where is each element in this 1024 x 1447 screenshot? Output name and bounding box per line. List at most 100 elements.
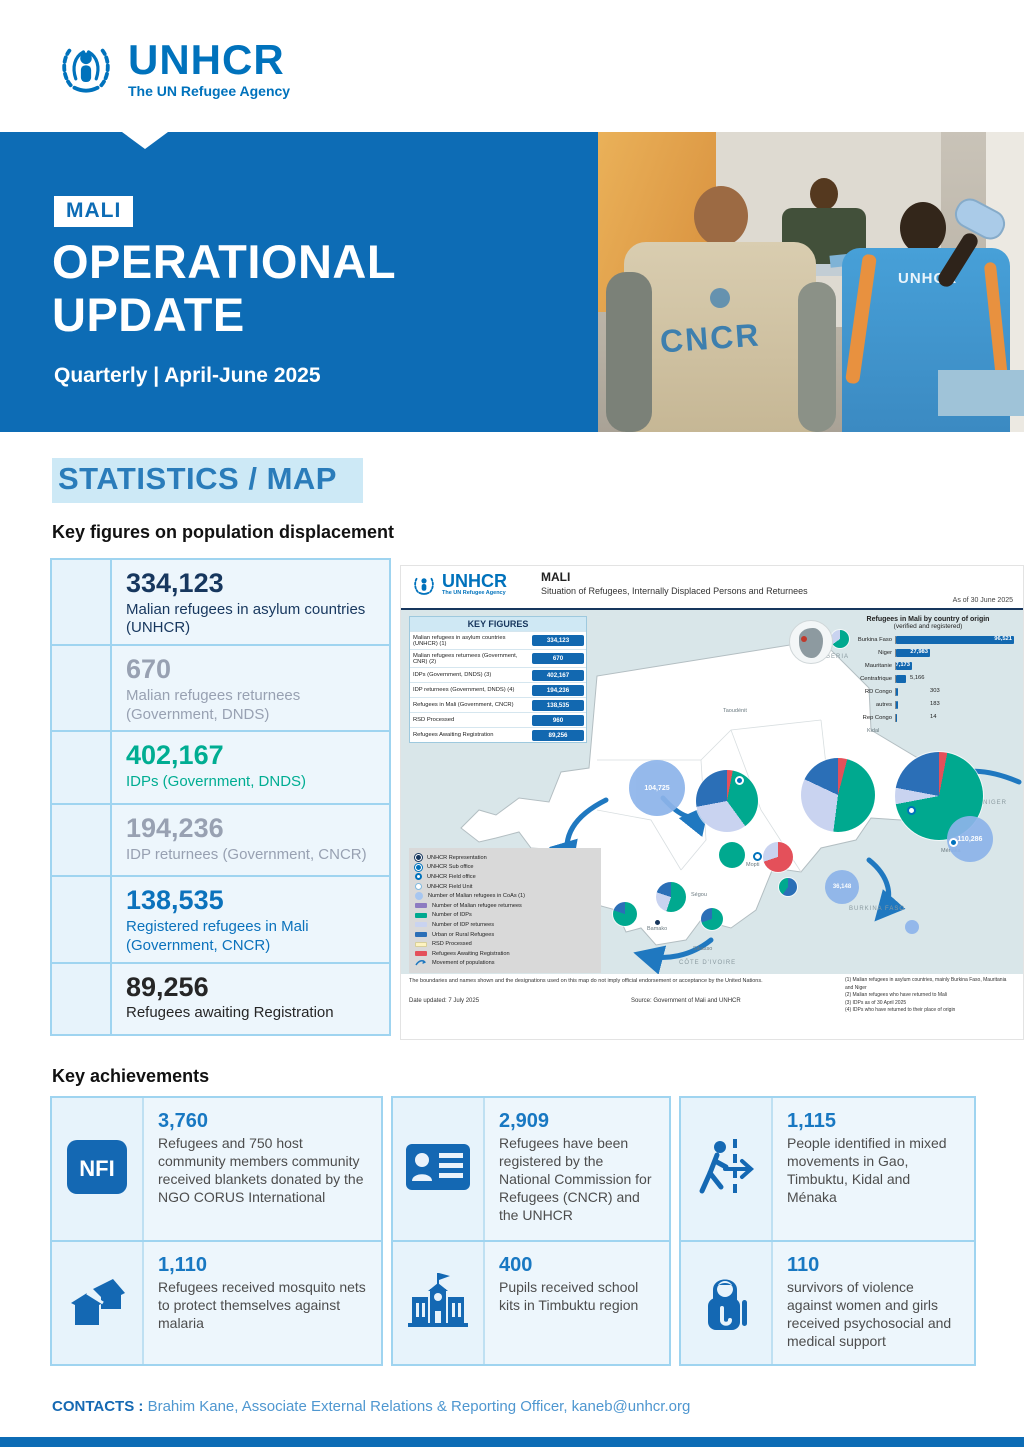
map-kf-value: 194,236 [532, 684, 584, 696]
field-unit-marker-icon [415, 883, 422, 891]
figure-label: Malian refugees returnees (Government, D… [126, 686, 301, 723]
returnees-swatch [415, 903, 427, 909]
bubble-value: 36,148 [832, 884, 852, 890]
origin-label: autres [875, 701, 892, 708]
pie-chart-koulikoro [656, 882, 686, 912]
figure-label: Malian refugees in asylum countries (UNH… [126, 600, 366, 637]
africa-globe-icon [789, 620, 833, 664]
row-icon-cell [52, 560, 112, 645]
table-row: 89,256 Refugees awaiting Registration [52, 963, 389, 1035]
map-logo-wordmark: UNHCR [442, 571, 507, 591]
pie-chart-small [779, 878, 797, 896]
achievement-card-registration: 2,909 Refugees have been registered by t… [391, 1096, 671, 1240]
map-date-updated: Date updated: 7 July 2025 [409, 998, 480, 1004]
region-label: Kidal [867, 728, 880, 734]
figure-value: 89,256 [126, 971, 209, 1002]
pie-chart-segou [719, 842, 745, 868]
awaiting-registration-swatch [415, 951, 427, 957]
region-label: Bamako [647, 926, 668, 932]
contacts-text: Brahim Kane, Associate External Relation… [147, 1398, 572, 1415]
country-label: CÔTE D'IVOIRE [679, 960, 737, 966]
map-as-of-date: As of 30 June 2025 [952, 597, 1013, 604]
table-row: 402,167 IDPs (Government, DNDS) [52, 732, 389, 805]
map-kf-value: 334,123 [532, 635, 584, 646]
report-title-line2: UPDATE [52, 287, 245, 341]
banner-notch [122, 132, 168, 149]
map-unhcr-logo: UNHCR The UN Refugee Agency [411, 571, 507, 597]
achievement-value: 110 [787, 1254, 820, 1276]
achievement-card-mixed-movements: 1,115 People identified in mixed movemen… [679, 1096, 976, 1240]
field-office-marker-icon [415, 873, 422, 881]
achievement-value: 400 [499, 1254, 533, 1276]
achievements-grid: NFI 3,760 Refugees and 750 host communit… [50, 1096, 976, 1366]
legend-label: Number of IDPs [432, 912, 472, 919]
banner-photo: CNCR UNHCR [598, 132, 1024, 432]
map-footnote: (2) Malian refugees who have returned to… [845, 992, 947, 998]
achievement-text: Pupils received school kits in Timbuktu … [499, 1279, 639, 1313]
legend-label: Movement of populations [432, 960, 495, 967]
contact-email-link[interactable]: kaneb@unhcr.org [571, 1398, 691, 1415]
figure-label: Registered refugees in Mali (Government,… [126, 918, 309, 954]
legend-label: Number of Malian refugees in CoAs (1) [428, 893, 526, 900]
office-marker-icon [735, 776, 744, 785]
map-kf-value: 670 [532, 653, 584, 664]
map-kf-value: 89,256 [532, 729, 584, 741]
map-disclaimer: The boundaries and names shown and the d… [409, 978, 763, 984]
map-footnote: (3) IDPs as of 30 April 2025 [845, 999, 907, 1006]
map-footnote: (1) Malian refugees in asylum countries,… [845, 977, 1007, 991]
shelter-houses-icon [67, 1273, 127, 1334]
nfi-icon: NFI [66, 1139, 128, 1200]
key-figures-heading: Key figures on population displacement [52, 522, 395, 542]
pie-chart-taoudenit [831, 630, 849, 648]
country-badge: MALI [54, 196, 134, 227]
photo-person-left-vest [624, 242, 816, 432]
achievements-heading: Key achievements [52, 1066, 210, 1086]
office-marker-icon [653, 918, 662, 927]
figure-label: IDPs (Government, DNDS) [126, 773, 307, 791]
map-footnote: (4) IDPs who have returned to their plac… [845, 1007, 956, 1013]
office-marker-icon [907, 806, 916, 815]
row-icon-cell [52, 877, 112, 962]
achievement-card-mosquito-nets: 1,110 Refugees received mosquito nets to… [50, 1240, 383, 1366]
legend-label: Refugees Awaiting Registration [432, 950, 510, 957]
pie-chart-kita [613, 902, 637, 926]
origin-label: Mauritanie [864, 662, 892, 669]
photo-cncr-vest-text: CNCR [658, 316, 762, 360]
origin-value: 96,521 [994, 636, 1012, 642]
map-kf-value: 960 [532, 714, 584, 726]
origin-bar-chart: Refugees in Mali by country of origin (v… [837, 616, 1019, 724]
legend-label: UNHCR Field Unit [427, 883, 473, 890]
map-kf-label: RSD Processed [413, 717, 455, 723]
unhcr-logo: UNHCR The UN Refugee Agency [54, 34, 290, 103]
map-legend: UNHCR Representation UNHCR Sub office UN… [409, 848, 601, 974]
figure-value: 670 [126, 654, 172, 685]
contacts-line: CONTACTS : Brahim Kane, Associate Extern… [52, 1398, 690, 1415]
country-label: NIGER [983, 800, 1008, 806]
idp-returnees-swatch [415, 922, 427, 928]
figure-value: 138,535 [126, 885, 224, 916]
origin-label: Burkina Faso [857, 636, 892, 643]
mixed-movement-icon [695, 1137, 757, 1202]
contacts-label: CONTACTS : [52, 1398, 144, 1415]
map-title: MALI [541, 570, 571, 584]
table-row: 138,535 Registered refugees in Mali (Gov… [52, 877, 389, 964]
logo-tagline: The UN Refugee Agency [128, 82, 291, 99]
region-label: Taoudénit [723, 708, 747, 714]
origin-value: 14 [930, 714, 937, 720]
unhcr-emblem-icon [54, 34, 118, 103]
origin-value: 183 [930, 701, 940, 707]
statistics-section-heading: STATISTICS / MAP [52, 458, 363, 503]
map-kf-value: 402,167 [532, 669, 584, 681]
legend-label: Urban or Rural Refugees [432, 931, 495, 938]
figure-value: 194,236 [126, 812, 224, 843]
achievement-card-school-kits: 400 Pupils received school kits in Timbu… [391, 1240, 671, 1366]
map-header: UNHCR The UN Refugee Agency MALI Situati… [401, 566, 1023, 610]
photo-person-right-head [900, 202, 946, 254]
achievement-value: 1,110 [158, 1254, 207, 1276]
origin-value: 303 [930, 688, 940, 694]
origin-chart-title: Refugees in Mali by country of origin [866, 616, 990, 623]
map-logo-tagline: The UN Refugee Agency [442, 590, 506, 596]
asylum-bubble-burkina: 36,148 [825, 870, 859, 904]
table-row: 194,236 IDP returnees (Government, CNCR) [52, 804, 389, 878]
